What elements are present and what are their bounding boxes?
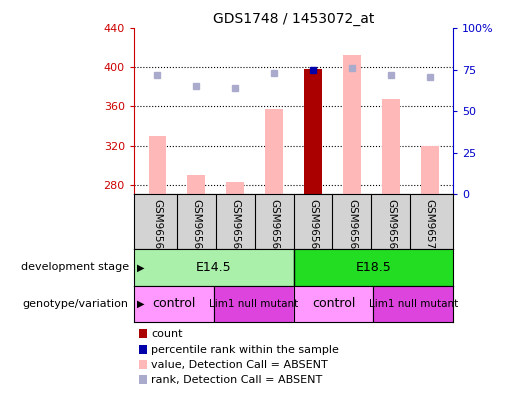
Text: control: control [152,297,196,310]
Text: Lim1 null mutant: Lim1 null mutant [209,299,298,309]
Text: development stage: development stage [21,262,129,272]
Text: control: control [312,297,355,310]
Bar [214,286,294,322]
Bar [227,182,244,194]
Text: rank, Detection Call = ABSENT: rank, Detection Call = ABSENT [151,375,322,385]
Bar [304,69,322,194]
Text: count: count [151,329,182,339]
Text: ▶: ▶ [136,262,144,272]
Bar [265,109,283,194]
Bar [134,286,214,322]
Text: GSM96563: GSM96563 [152,199,162,256]
Text: GSM96565: GSM96565 [230,199,240,256]
Bar [382,99,400,194]
Text: E14.5: E14.5 [196,261,232,274]
Bar [421,145,439,194]
Text: GSM96567: GSM96567 [308,199,318,256]
Text: value, Detection Call = ABSENT: value, Detection Call = ABSENT [151,360,328,370]
Bar [187,175,205,194]
Text: GSM96564: GSM96564 [191,199,201,256]
Text: GSM96566: GSM96566 [269,199,279,256]
Text: GSM96568: GSM96568 [347,199,357,256]
Text: GSM96570: GSM96570 [425,199,435,256]
Bar [294,249,453,286]
Bar [373,286,453,322]
Bar [134,249,294,286]
Text: percentile rank within the sample: percentile rank within the sample [151,345,339,354]
Text: E18.5: E18.5 [355,261,391,274]
Text: Lim1 null mutant: Lim1 null mutant [369,299,458,309]
Bar [294,286,373,322]
Bar [148,136,166,194]
Bar [343,55,360,194]
Text: ▶: ▶ [136,299,144,309]
Text: genotype/variation: genotype/variation [23,299,129,309]
Text: GSM96569: GSM96569 [386,199,396,256]
Title: GDS1748 / 1453072_at: GDS1748 / 1453072_at [213,12,374,26]
